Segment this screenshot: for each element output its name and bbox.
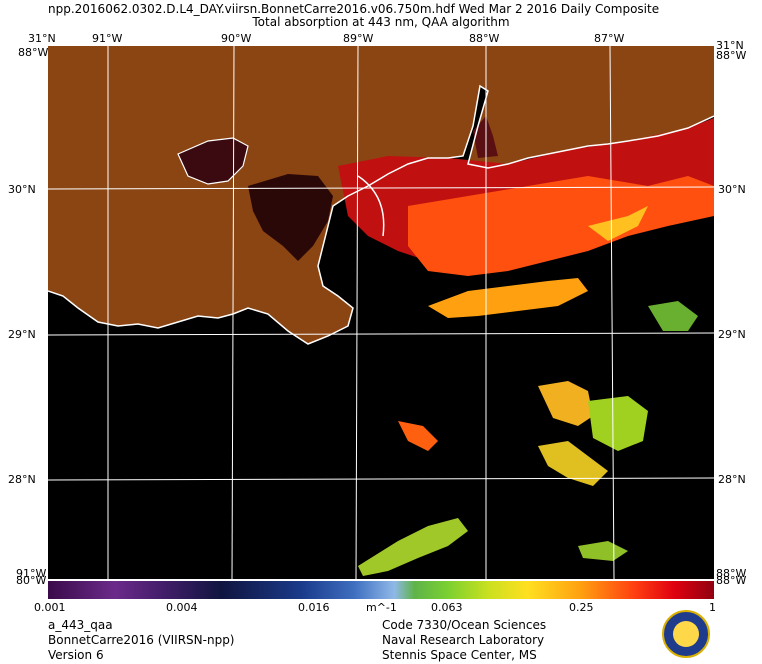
lat-label-28n-left: 28°N bbox=[8, 473, 36, 486]
plume-offshore-green bbox=[588, 396, 648, 451]
footer-code: Code 7330/Ocean Sciences bbox=[382, 618, 547, 632]
footer-location: Stennis Space Center, MS bbox=[382, 648, 537, 662]
land-mass bbox=[48, 46, 714, 344]
footer-product: a_443_qaa bbox=[48, 618, 113, 632]
lat-label-30n-right: 30°N bbox=[718, 183, 746, 196]
colorbar-tick-0004: 0.004 bbox=[166, 601, 198, 614]
footer-version: Version 6 bbox=[48, 648, 104, 662]
plume-mid-yellow bbox=[538, 441, 608, 486]
lon-label-91w: 91°W bbox=[92, 32, 123, 45]
corner-label-top-left-lower: 88°W bbox=[18, 46, 49, 59]
colorbar-tick-025: 0.25 bbox=[569, 601, 594, 614]
lake-pontchartrain-outline bbox=[177, 137, 249, 185]
plume-small-orange bbox=[398, 421, 438, 451]
colorbar-tick-1: 1 bbox=[709, 601, 716, 614]
plume-south bbox=[428, 278, 588, 318]
chandeleur-arc bbox=[357, 175, 385, 237]
corner-label-bottom-right: 88°W bbox=[716, 567, 747, 580]
footer-lab: Naval Research Laboratory bbox=[382, 633, 545, 647]
footer-region: BonnetCarre2016 (VIIRSN-npp) bbox=[48, 633, 235, 647]
lon-label-89w: 89°W bbox=[343, 32, 374, 45]
lat-label-30n-left: 30°N bbox=[8, 183, 36, 196]
lon-label-90w: 90°W bbox=[221, 32, 252, 45]
plume-south-green bbox=[358, 518, 468, 576]
colorbar-tick-0063: 0.063 bbox=[431, 601, 463, 614]
lat-label-29n-right: 29°N bbox=[718, 328, 746, 341]
corner-label-top-right: 31°N bbox=[716, 39, 744, 52]
lon-label-87w: 87°W bbox=[594, 32, 625, 45]
colorbar-unit: m^-1 bbox=[366, 601, 397, 614]
colorbar-tick-0016: 0.016 bbox=[298, 601, 330, 614]
corner-label-bottom-right-lower: 88°W bbox=[716, 574, 747, 587]
nrl-seal-logo bbox=[662, 610, 710, 658]
corner-label-top-right-lower: 88°W bbox=[716, 49, 747, 62]
map-canvas bbox=[48, 46, 714, 579]
lat-label-29n-left: 29°N bbox=[8, 328, 36, 341]
colorbar-tick-0001: 0.001 bbox=[34, 601, 66, 614]
plume-bottom-right bbox=[578, 541, 628, 561]
lat-label-28n-right: 28°N bbox=[718, 473, 746, 486]
image-title: npp.2016062.0302.D.L4_DAY.viirsn.BonnetC… bbox=[48, 2, 660, 16]
image-subtitle: Total absorption at 443 nm, QAA algorith… bbox=[252, 15, 510, 29]
lon-label-88w: 88°W bbox=[469, 32, 500, 45]
corner-label-top-left: 31°N bbox=[28, 32, 56, 45]
coastline bbox=[48, 84, 714, 345]
colorbar bbox=[48, 581, 714, 599]
plume-offshore-yellow bbox=[538, 381, 593, 426]
corner-label-bottom-left: 91°W bbox=[16, 567, 47, 580]
lake-pontchartrain bbox=[178, 138, 248, 184]
plume-east-green bbox=[648, 301, 698, 331]
water-yellow-streak bbox=[588, 206, 648, 241]
map-panel bbox=[48, 46, 714, 579]
marsh-area bbox=[248, 174, 333, 261]
corner-label-bottom-left-lower: 80°W bbox=[16, 574, 47, 587]
water-orange-band bbox=[408, 176, 714, 276]
graticule bbox=[48, 46, 714, 579]
